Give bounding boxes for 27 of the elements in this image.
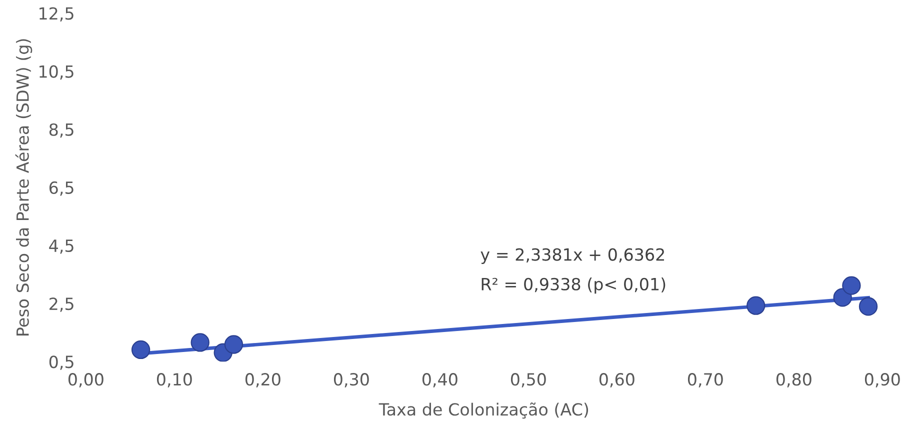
x-tick-label: 0,70 (688, 373, 723, 388)
point (858, 297, 878, 316)
annotation: R² = 0,9338 (p< 0,01) (482, 278, 666, 294)
x-tick-label: 0,30 (334, 373, 369, 388)
point (224, 335, 244, 354)
point (746, 296, 766, 315)
y-tick-label: 6,5 (49, 181, 74, 196)
point (190, 333, 210, 352)
y-tick-label: 12,5 (40, 7, 74, 22)
x-tick-label: 0,90 (864, 373, 900, 388)
x-tick-label: 0,80 (776, 373, 812, 388)
point (842, 276, 861, 295)
y-tick-label: 8,5 (49, 123, 74, 138)
x-tick-label: 0,60 (599, 373, 634, 388)
x-tick-label: 0,10 (156, 373, 192, 388)
x-tick-label: 0,40 (422, 373, 458, 388)
point (131, 340, 150, 360)
x-tick-label: 0,20 (245, 373, 280, 388)
y-tick-label: 4,5 (49, 240, 74, 254)
y-tick-label: 0,5 (49, 356, 74, 370)
x-tick-label: 0,50 (510, 373, 546, 388)
x-axis-title: Taxa de Colonização (AC) (378, 402, 588, 419)
x-tick-label: 0,00 (68, 373, 104, 388)
annotation: y = 2,3381x + 0,6362 (480, 248, 664, 264)
y-tick-label: 2,5 (50, 298, 74, 312)
y-tick-label: 10,5 (40, 65, 74, 80)
y-axis-title: Peso Seco da Parte Aérea (SDW) (g) (15, 39, 32, 336)
